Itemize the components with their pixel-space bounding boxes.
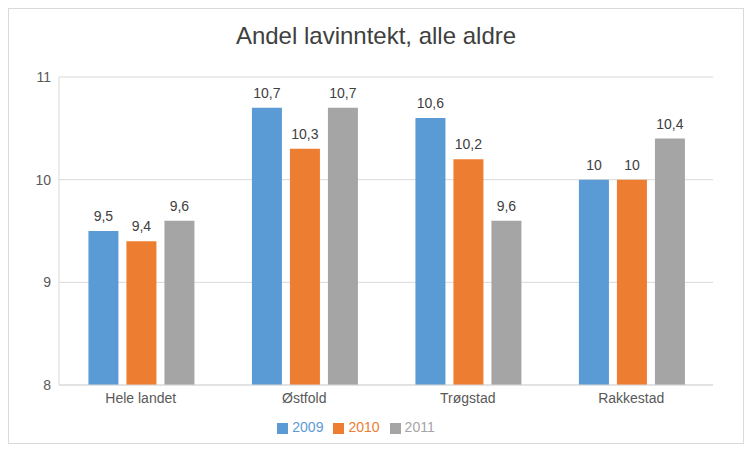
svg-text:8: 8 xyxy=(43,377,51,393)
svg-text:10,3: 10,3 xyxy=(291,126,318,142)
svg-text:9,6: 9,6 xyxy=(497,198,517,214)
svg-text:Hele landet: Hele landet xyxy=(105,390,176,406)
svg-text:Østfold: Østfold xyxy=(282,390,326,406)
svg-text:10: 10 xyxy=(586,157,602,173)
svg-text:9,4: 9,4 xyxy=(132,218,152,234)
svg-text:10,2: 10,2 xyxy=(455,136,482,152)
svg-text:10,7: 10,7 xyxy=(253,85,280,101)
svg-text:10: 10 xyxy=(35,172,51,188)
svg-text:10,7: 10,7 xyxy=(329,85,356,101)
html-text:2011: 2011 xyxy=(404,419,435,435)
svg-text:Trøgstad: Trøgstad xyxy=(440,390,496,406)
svg-text:10,4: 10,4 xyxy=(656,116,683,132)
svg-text:10: 10 xyxy=(624,157,640,173)
html-text:2010: 2010 xyxy=(348,419,380,435)
svg-text:10,6: 10,6 xyxy=(417,95,444,111)
html-text:2009: 2009 xyxy=(292,419,324,435)
svg-text:9,5: 9,5 xyxy=(94,208,114,224)
svg-text:9: 9 xyxy=(43,274,51,290)
html-text:Andel lavinntekt, alle aldre: Andel lavinntekt, alle aldre xyxy=(235,22,517,49)
svg-text:Rakkestad: Rakkestad xyxy=(598,390,664,406)
svg-text:9,6: 9,6 xyxy=(170,198,190,214)
svg-text:11: 11 xyxy=(36,69,51,85)
